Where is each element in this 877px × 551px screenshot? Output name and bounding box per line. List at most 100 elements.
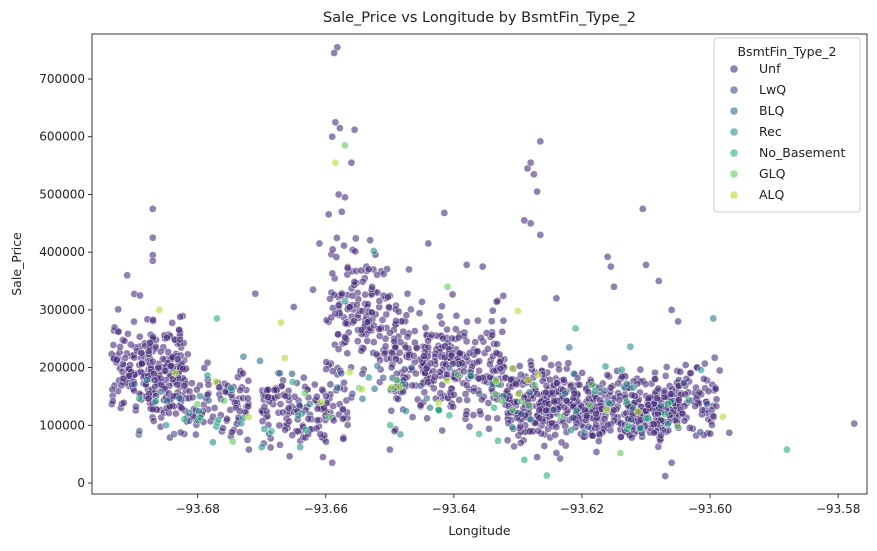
data-point-0-1626 (405, 265, 413, 274)
y-tick-label: 100000 (39, 418, 85, 432)
data-point-0-574 (375, 297, 384, 305)
data-point-0-1649 (385, 445, 394, 454)
data-point-0-1648 (328, 458, 337, 467)
x-tick-label: −93.60 (688, 502, 732, 516)
data-point-0-253 (176, 428, 185, 437)
data-point-0-297 (236, 386, 244, 395)
data-point-2-15 (239, 352, 248, 361)
data-point-1-23 (416, 381, 425, 390)
data-point-0-1393 (606, 383, 615, 392)
data-point-0-969 (493, 414, 502, 423)
data-point-5-9 (454, 370, 462, 379)
data-point-3-20 (601, 362, 610, 371)
data-point-1-5 (288, 369, 296, 378)
data-point-0-599 (322, 365, 330, 374)
data-point-2-21 (569, 369, 578, 378)
data-point-0-1496 (594, 437, 603, 445)
data-point-0-434 (319, 453, 327, 461)
data-point-0-965 (488, 306, 497, 315)
data-point-0-1635 (610, 282, 618, 291)
data-point-0-1269 (562, 397, 571, 405)
data-point-0-14 (114, 305, 123, 314)
data-point-4-28 (213, 314, 221, 323)
data-point-0-922 (436, 389, 445, 397)
data-point-0-593 (338, 289, 346, 298)
data-point-0-961 (401, 343, 410, 352)
data-point-0-577 (378, 316, 387, 324)
data-point-0-299 (200, 364, 209, 372)
data-point-0-1598 (674, 396, 683, 404)
data-point-0-300 (223, 415, 231, 423)
data-point-6-10 (492, 377, 500, 385)
data-point-0-836 (394, 307, 403, 316)
data-point-0-325 (192, 385, 201, 394)
data-point-0-645 (328, 367, 337, 375)
data-point-0-182 (119, 398, 128, 407)
data-point-1-0 (627, 415, 636, 424)
data-point-0-923 (435, 368, 444, 376)
data-point-0-1634 (606, 262, 615, 271)
data-point-0-846 (438, 426, 447, 435)
data-point-1-6 (584, 422, 593, 431)
data-point-0-430 (278, 408, 287, 417)
data-point-0-190 (125, 372, 134, 380)
data-point-0-1524 (653, 394, 661, 403)
data-point-0-1613 (148, 256, 157, 265)
data-point-2-9 (256, 357, 264, 365)
data-point-0-1616 (523, 164, 532, 173)
data-point-0-911 (454, 333, 463, 342)
data-point-0-169 (137, 348, 146, 357)
data-point-2-26 (333, 383, 342, 392)
data-point-3-13 (636, 424, 645, 433)
data-point-0-1629 (123, 271, 132, 280)
data-point-0-328 (219, 424, 227, 432)
data-point-0-1643 (725, 428, 734, 437)
data-point-0-227 (151, 342, 160, 351)
data-point-0-336 (150, 376, 159, 385)
data-point-0-825 (437, 319, 446, 328)
data-point-1-4 (549, 405, 558, 414)
data-point-0-1520 (609, 406, 618, 415)
data-point-5-15 (497, 397, 506, 405)
x-tick-label: −93.62 (560, 502, 604, 516)
data-point-0-324 (228, 428, 236, 437)
data-point-4-4 (490, 403, 498, 412)
data-point-5-14 (587, 380, 596, 389)
data-point-3-24 (626, 342, 635, 351)
data-point-0-545 (343, 349, 352, 358)
data-point-0-1633 (603, 252, 612, 261)
plot-frame (91, 33, 868, 495)
legend-marker-rec (729, 127, 739, 137)
data-point-0-1637 (642, 261, 650, 269)
data-point-0-903 (392, 355, 400, 363)
x-tick-label: −93.68 (175, 502, 219, 516)
data-point-0-934 (487, 317, 496, 326)
data-point-1-25 (170, 430, 178, 438)
data-point-2-1 (143, 376, 151, 384)
data-point-0-464 (339, 405, 347, 414)
data-point-6-17 (358, 385, 366, 394)
data-point-0-200 (154, 363, 163, 372)
x-axis: −93.68 −93.66 −93.64 −93.62 −93.60 −93.58 (175, 494, 860, 516)
data-point-2-3 (656, 401, 665, 410)
data-point-0-895 (416, 401, 425, 409)
data-point-0-891 (465, 422, 474, 431)
data-point-1-33 (445, 364, 454, 372)
data-point-0-1517 (615, 396, 624, 405)
data-point-0-221 (121, 354, 130, 362)
data-point-0-440 (313, 416, 322, 425)
data-point-0-423 (276, 441, 284, 449)
data-point-4-11 (623, 397, 631, 406)
data-point-0-1607 (334, 190, 343, 199)
data-point-0-866 (386, 328, 394, 337)
data-point-0-841 (488, 331, 497, 340)
data-point-0-954 (499, 291, 508, 300)
data-point-0-946 (448, 334, 456, 343)
data-point-1-18 (680, 379, 688, 388)
data-point-6-16 (508, 364, 517, 373)
data-point-0-1490 (641, 380, 650, 389)
data-point-0-621 (384, 293, 392, 301)
data-point-6-5 (633, 407, 642, 416)
data-point-0-1550 (708, 421, 716, 429)
data-point-5-12 (193, 400, 202, 408)
